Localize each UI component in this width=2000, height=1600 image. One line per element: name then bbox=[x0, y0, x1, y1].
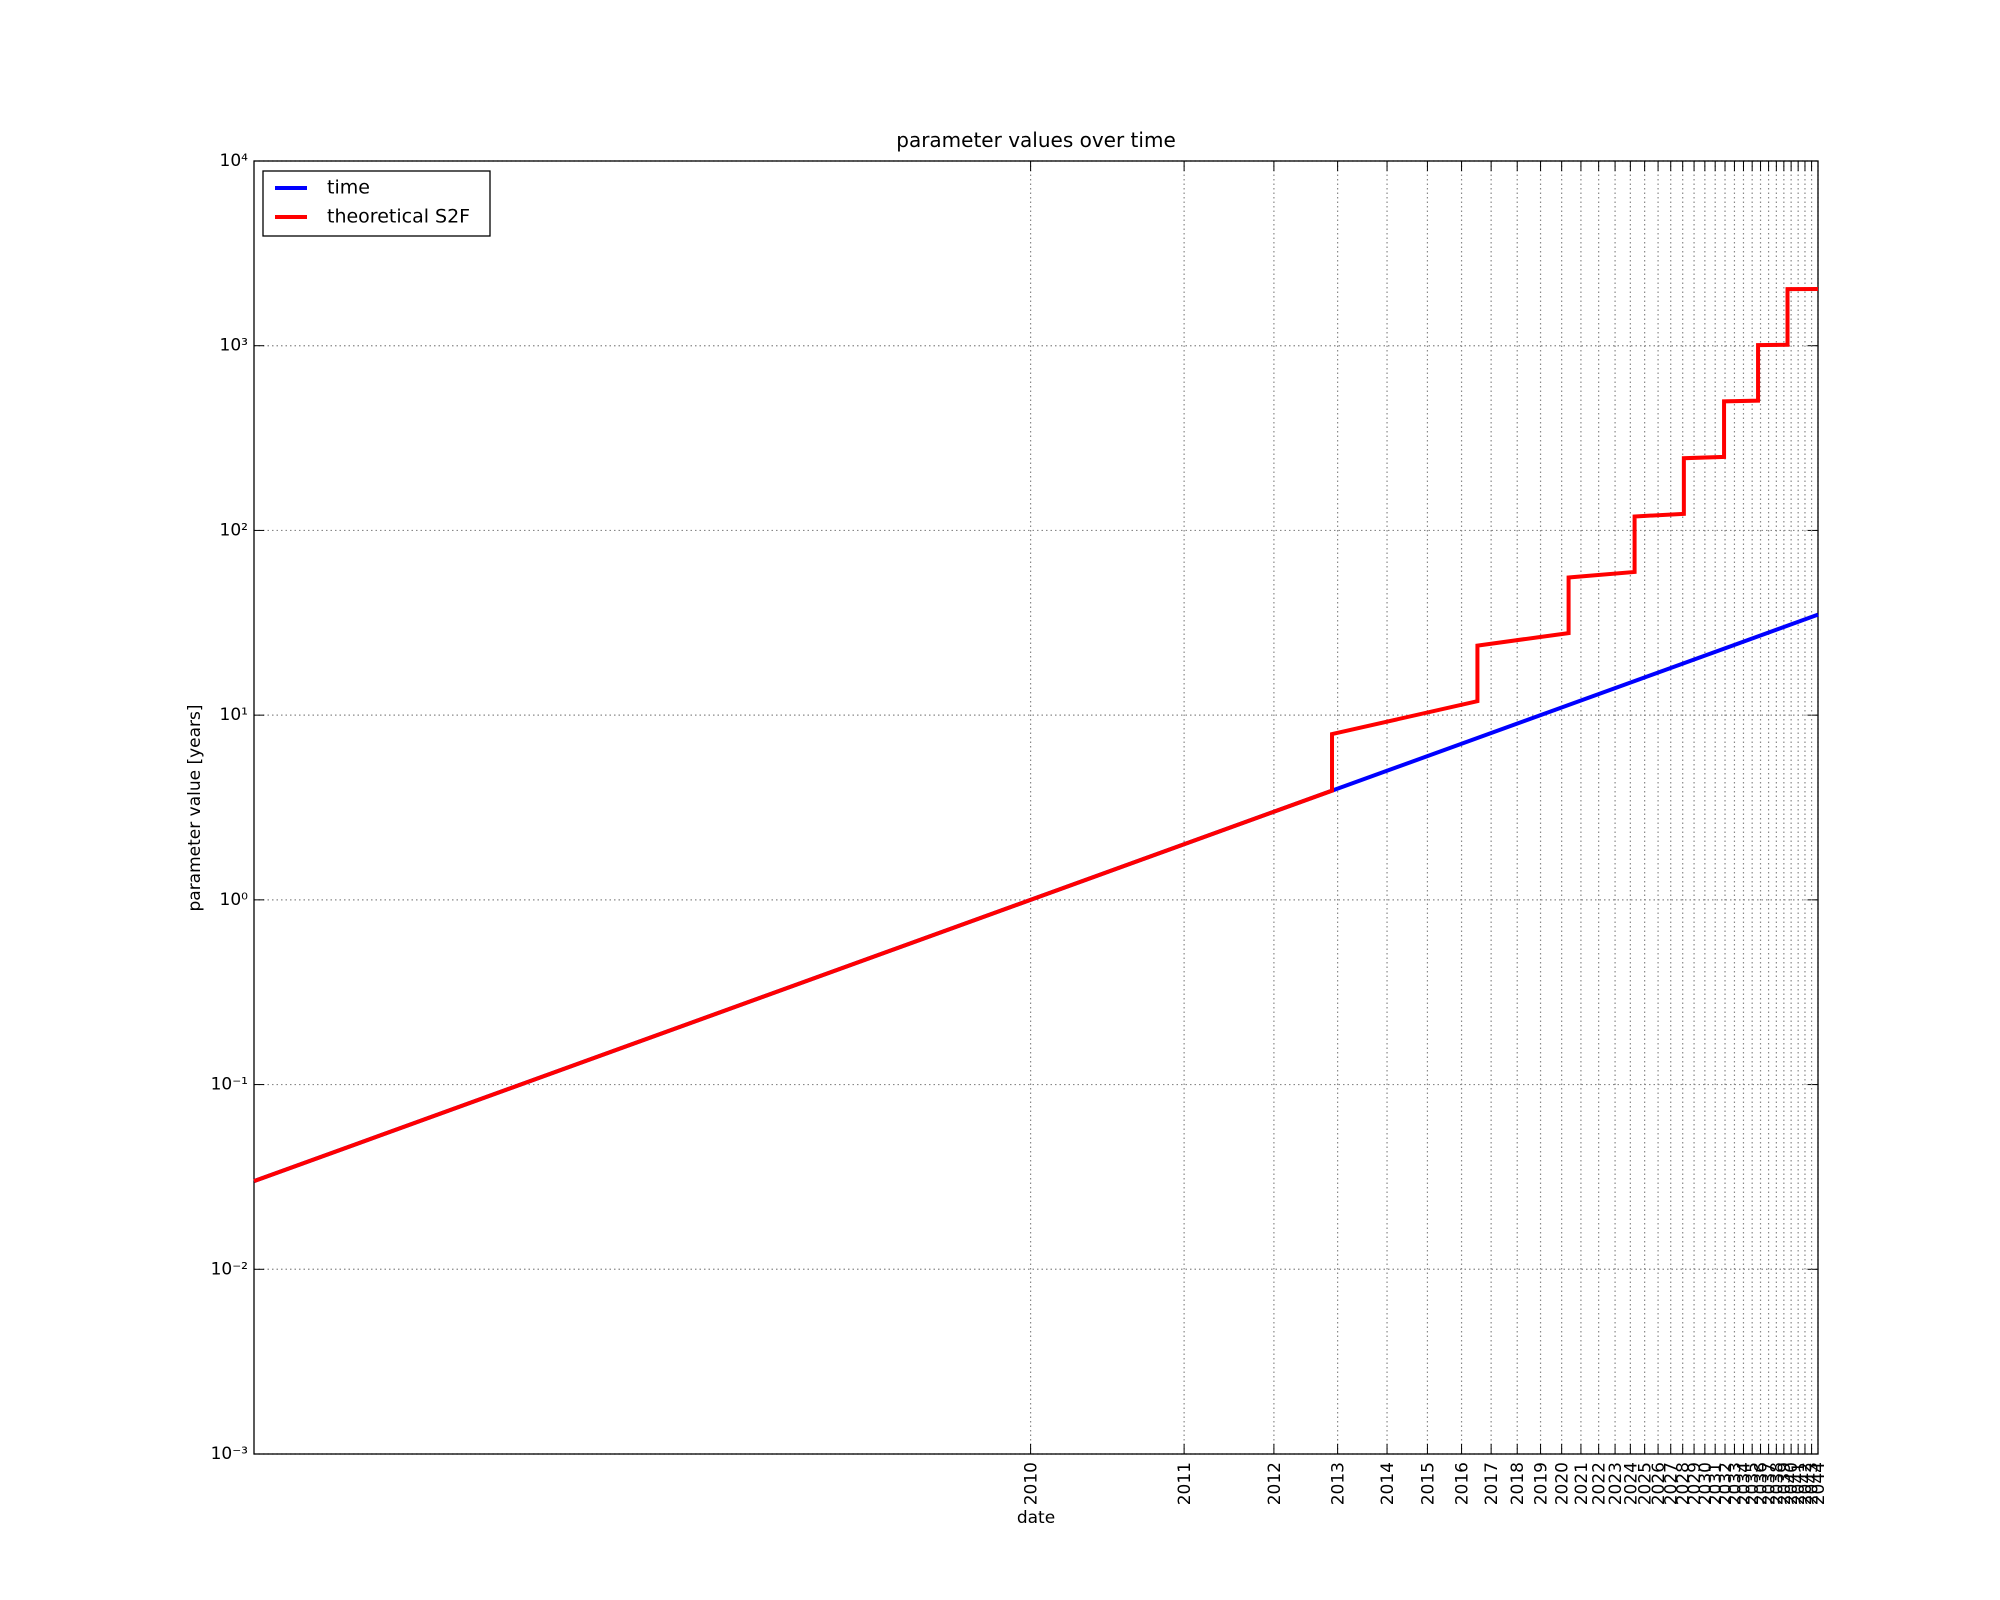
x-tick-label: 2044 bbox=[1809, 1462, 1829, 1505]
plot-frame bbox=[253, 160, 1819, 1455]
x-tick-label: 2012 bbox=[1265, 1462, 1285, 1505]
y-tick-label: 10¹ bbox=[220, 705, 248, 725]
x-tick-label: 2011 bbox=[1175, 1462, 1195, 1505]
legend-box bbox=[262, 170, 491, 237]
chart-title: parameter values over time bbox=[896, 128, 1176, 152]
x-tick-label: 2032 bbox=[1716, 1462, 1736, 1505]
x-axis-label: date bbox=[1017, 1508, 1055, 1528]
y-tick-label: 10⁻² bbox=[211, 1259, 248, 1279]
x-tick-label: 2039 bbox=[1775, 1462, 1795, 1505]
x-tick-label: 2019 bbox=[1532, 1462, 1552, 1505]
y-tick-label: 10⁻³ bbox=[211, 1444, 248, 1464]
x-tick-label: 2042 bbox=[1796, 1462, 1816, 1505]
x-tick-label: 2043 bbox=[1803, 1462, 1823, 1505]
series-line bbox=[253, 286, 1819, 1184]
x-tick-label: 2018 bbox=[1508, 1462, 1528, 1505]
y-tick-label: 10³ bbox=[220, 336, 248, 356]
x-tick-label: 2023 bbox=[1606, 1462, 1626, 1505]
y-tick-label: 10⁴ bbox=[220, 151, 249, 171]
x-tick-label: 2022 bbox=[1590, 1462, 1610, 1505]
y-tick-label: 10⁰ bbox=[220, 890, 249, 910]
y-tick-label: 10² bbox=[220, 520, 248, 540]
x-tick-label: 2017 bbox=[1482, 1462, 1502, 1505]
legend-label: theoretical S2F bbox=[327, 206, 470, 228]
x-tick-label: 2034 bbox=[1734, 1462, 1754, 1505]
x-tick-label: 2040 bbox=[1782, 1462, 1802, 1505]
x-tick-label: 2027 bbox=[1662, 1462, 1682, 1505]
x-tick-label: 2029 bbox=[1685, 1462, 1705, 1505]
x-tick-label: 2014 bbox=[1378, 1462, 1398, 1505]
x-tick-label: 2026 bbox=[1649, 1462, 1669, 1505]
x-tick-label: 2031 bbox=[1706, 1462, 1726, 1505]
y-axis-label: parameter value [years] bbox=[185, 704, 205, 911]
x-tick-label: 2033 bbox=[1725, 1462, 1745, 1505]
x-tick-label: 2025 bbox=[1636, 1462, 1656, 1505]
x-tick-label: 2037 bbox=[1760, 1462, 1780, 1505]
x-tick-label: 2016 bbox=[1453, 1462, 1473, 1505]
legend-label: time bbox=[327, 177, 370, 199]
x-tick-label: 2030 bbox=[1696, 1462, 1716, 1505]
x-tick-label: 2021 bbox=[1572, 1462, 1592, 1505]
x-tick-label: 2024 bbox=[1621, 1462, 1641, 1505]
x-tick-label: 2013 bbox=[1329, 1462, 1349, 1505]
x-tick-label: 2020 bbox=[1553, 1462, 1573, 1505]
x-tick-label: 2038 bbox=[1767, 1462, 1787, 1505]
y-tick-label: 10⁻¹ bbox=[211, 1075, 248, 1095]
x-tick-label: 2035 bbox=[1743, 1462, 1763, 1505]
x-tick-label: 2041 bbox=[1789, 1462, 1809, 1505]
x-tick-label: 2010 bbox=[1022, 1462, 1042, 1505]
x-tick-label: 2028 bbox=[1674, 1462, 1694, 1505]
x-tick-label: 2036 bbox=[1752, 1462, 1772, 1505]
x-tick-label: 2015 bbox=[1418, 1462, 1438, 1505]
